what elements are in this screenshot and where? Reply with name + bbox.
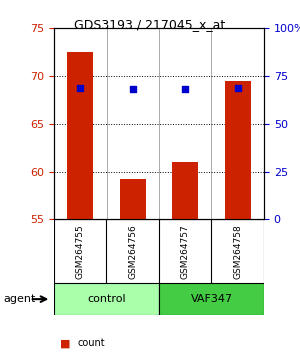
FancyBboxPatch shape — [54, 283, 159, 315]
Text: GSM264758: GSM264758 — [233, 224, 242, 279]
Text: ■: ■ — [60, 338, 70, 348]
FancyBboxPatch shape — [159, 283, 264, 315]
Point — [235, 85, 240, 91]
Point — [183, 86, 188, 91]
Text: agent: agent — [3, 294, 35, 304]
Text: GSM264755: GSM264755 — [76, 224, 85, 279]
Bar — [225, 81, 251, 219]
Text: control: control — [87, 294, 126, 304]
Bar — [172, 162, 198, 219]
Text: GSM264757: GSM264757 — [181, 224, 190, 279]
Point — [78, 85, 83, 90]
Text: VAF347: VAF347 — [190, 294, 232, 304]
Point — [130, 86, 135, 91]
Bar — [67, 52, 93, 219]
Bar — [120, 179, 146, 219]
Text: count: count — [78, 338, 106, 348]
Text: GDS3193 / 217045_x_at: GDS3193 / 217045_x_at — [74, 18, 226, 31]
Text: GSM264756: GSM264756 — [128, 224, 137, 279]
